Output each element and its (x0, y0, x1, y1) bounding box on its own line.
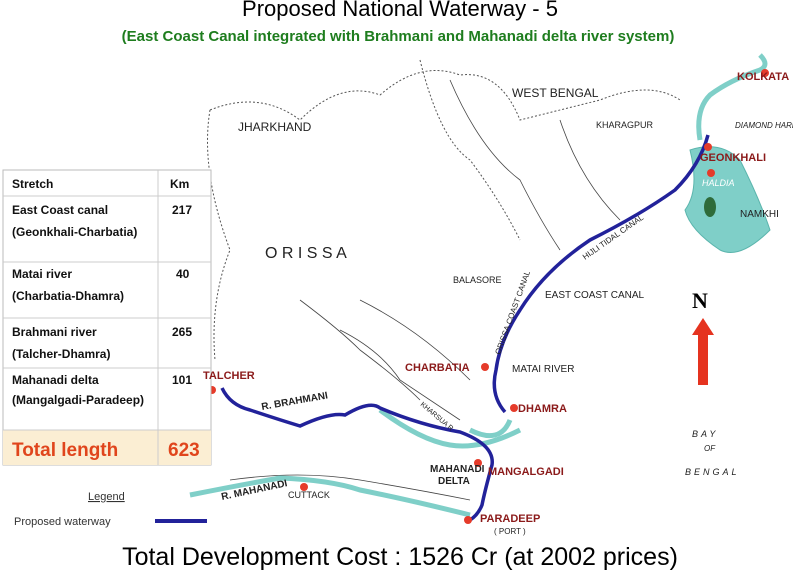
map-label: ( PORT ) (494, 527, 526, 536)
stretch-route: (Talcher-Dhamra) (12, 347, 110, 361)
total-km: 623 (168, 440, 200, 461)
map-label: DIAMOND HARBOUR (735, 121, 793, 130)
map-label: BENGAL (685, 467, 740, 477)
waterway (220, 134, 710, 522)
legend-title: Legend (88, 491, 125, 503)
map-label: HALDIA (702, 178, 735, 188)
total-label: Total length (12, 440, 118, 461)
legend-label: Proposed waterway (14, 516, 111, 528)
stretch-route: (Mangalgadi-Paradeep) (12, 393, 144, 407)
map-label: MAHANADI (430, 464, 485, 475)
map-label: BALASORE (453, 275, 502, 285)
map-label: R. BRAHMANI (261, 390, 329, 413)
map-label: MATAI RIVER (512, 364, 574, 375)
footer: Total Development Cost : 1526 Cr (at 200… (122, 543, 678, 571)
stretch-km: 265 (172, 325, 192, 339)
table (2, 169, 212, 466)
north-label: N (692, 288, 708, 313)
map-label: HIJLI TIDAL CANAL (581, 213, 646, 262)
subtitle: (East Coast Canal integrated with Brahma… (122, 28, 675, 45)
map-label: WEST BENGAL (512, 86, 599, 100)
map-label: EAST COAST CANAL (545, 290, 645, 301)
map-label: KOLKATA (737, 71, 789, 83)
stretch-km: 217 (172, 203, 192, 217)
map-label: DELTA (438, 476, 470, 487)
stretch-route: (Charbatia-Dhamra) (12, 289, 124, 303)
rivers (229, 79, 621, 501)
stretch-name: East Coast canal (12, 203, 108, 217)
map-label: O R I S S A (265, 245, 347, 262)
map-label: GEONKHALI (700, 152, 766, 164)
table-header: Stretch (12, 177, 53, 191)
estuary (684, 146, 771, 253)
stretch-name: Mahanadi delta (12, 373, 99, 387)
map-label: CUTTACK (288, 490, 330, 500)
map-label: BAY (692, 429, 718, 439)
map-label: JHARKHAND (238, 120, 312, 134)
stretch-km: 101 (172, 373, 192, 387)
map-label: CHARBATIA (405, 362, 470, 374)
map-label: OF (704, 444, 716, 453)
map-label: NAMKHI (740, 209, 779, 220)
stretch-name: Brahmani river (12, 325, 97, 339)
stretch-km: 40 (176, 267, 190, 281)
map-label: MANGALGADI (488, 466, 564, 478)
borders (207, 59, 681, 361)
stretch-name: Matai river (12, 267, 72, 281)
title: Proposed National Waterway - 5 (242, 0, 558, 21)
stretch-route: (Geonkhali-Charbatia) (12, 225, 137, 239)
table-header: Km (170, 177, 189, 191)
north-arrow (692, 318, 714, 385)
map-label: KHARAGPUR (596, 120, 654, 130)
city-dots (208, 69, 769, 524)
map-label: PARADEEP (480, 513, 540, 525)
teal-rivers (189, 53, 768, 518)
map-label: TALCHER (203, 370, 255, 382)
map-label: DHAMRA (518, 403, 567, 415)
